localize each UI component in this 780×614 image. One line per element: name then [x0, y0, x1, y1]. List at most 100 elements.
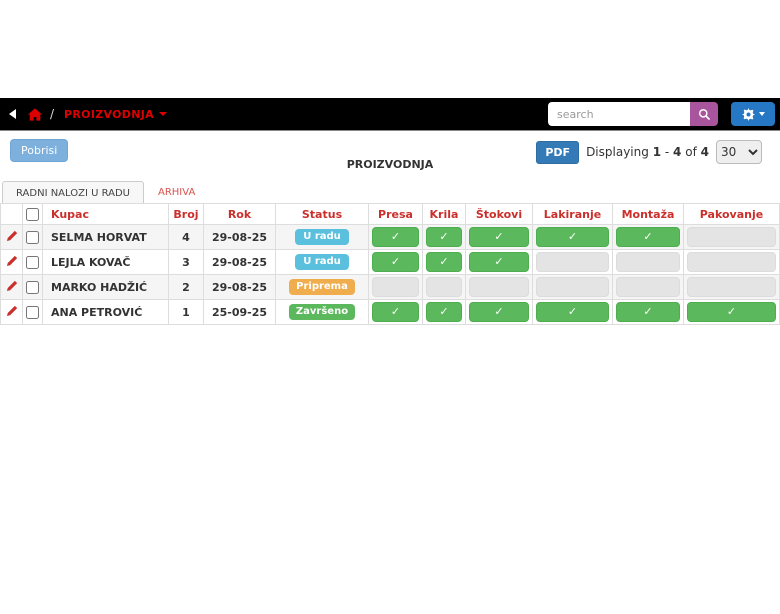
- caret-down-icon: [158, 112, 167, 116]
- settings-dropdown-button[interactable]: [731, 102, 775, 126]
- back-arrow-icon[interactable]: [9, 109, 16, 119]
- stage-toggle-button[interactable]: [372, 277, 419, 297]
- page-size-select[interactable]: 30: [716, 140, 762, 164]
- stage-toggle-button[interactable]: ✓: [616, 227, 680, 247]
- tab-radni-nalozi-u-radu[interactable]: RADNI NALOZI U RADU: [2, 181, 144, 205]
- stage-toggle-button[interactable]: [426, 277, 462, 297]
- stage-toggle-button[interactable]: [687, 252, 776, 272]
- displaying-status: Displaying 1 - 4 of 4: [586, 145, 709, 159]
- stage-cell: ✓: [422, 224, 466, 250]
- search-icon: [698, 108, 710, 120]
- customer-name: LEJLA KOVAČ: [42, 249, 169, 275]
- work-orders-table: Kupac Broj Rok Status Presa Krila Štokov…: [0, 203, 780, 325]
- stage-cell: ✓: [368, 249, 423, 275]
- edit-pencil-icon[interactable]: [6, 230, 18, 242]
- deadline-date: 29-08-25: [203, 224, 276, 250]
- col-lakiranje: Lakiranje: [532, 203, 613, 225]
- status-cell: Završeno: [275, 299, 369, 325]
- stage-cell: ✓: [368, 299, 423, 325]
- row-checkbox[interactable]: [26, 255, 39, 269]
- stage-toggle-button[interactable]: [687, 277, 776, 297]
- stage-toggle-button[interactable]: [469, 277, 529, 297]
- pagination-toolbar: PDF Displaying 1 - 4 of 4 30: [536, 140, 762, 164]
- table-row: SELMA HORVAT 4 29-08-25 U radu ✓ ✓ ✓ ✓ ✓: [0, 224, 780, 250]
- deadline-date: 25-09-25: [203, 299, 276, 325]
- deadline-date: 29-08-25: [203, 249, 276, 275]
- table-header-row: Kupac Broj Rok Status Presa Krila Štokov…: [0, 203, 780, 225]
- stage-toggle-button[interactable]: [687, 227, 776, 247]
- search-button[interactable]: [690, 102, 718, 126]
- stage-toggle-button[interactable]: ✓: [469, 252, 529, 272]
- checkbox-cell: [22, 274, 43, 300]
- stage-toggle-button[interactable]: [536, 277, 609, 297]
- stage-cell: [368, 274, 423, 300]
- edit-column-header: [0, 203, 23, 225]
- table-body: SELMA HORVAT 4 29-08-25 U radu ✓ ✓ ✓ ✓ ✓ LEJLA KO…: [0, 224, 780, 325]
- stage-toggle-button[interactable]: ✓: [536, 302, 609, 322]
- stage-toggle-button[interactable]: ✓: [536, 227, 609, 247]
- status-badge: Priprema: [289, 279, 355, 295]
- stage-cell: ✓: [612, 299, 684, 325]
- table-row: ANA PETROVIĆ 1 25-09-25 Završeno ✓ ✓ ✓ ✓ ✓ ✓: [0, 299, 780, 325]
- col-krila: Krila: [422, 203, 466, 225]
- stage-cell: [532, 249, 613, 275]
- stage-toggle-button[interactable]: ✓: [372, 227, 419, 247]
- stage-cell: ✓: [465, 299, 533, 325]
- pdf-export-button[interactable]: PDF: [536, 140, 580, 164]
- page-title: PROIZVODNJA: [346, 158, 434, 171]
- stage-cell: [683, 274, 780, 300]
- home-icon[interactable]: [28, 107, 42, 121]
- search-input[interactable]: [548, 102, 690, 126]
- col-pakovanje: Pakovanje: [683, 203, 780, 225]
- tab-arhiva[interactable]: ARHIVA: [157, 187, 196, 198]
- stage-cell: [683, 249, 780, 275]
- col-kupac: Kupac: [42, 203, 169, 225]
- edit-cell: [0, 274, 23, 300]
- stage-cell: ✓: [465, 249, 533, 275]
- stage-toggle-button[interactable]: ✓: [469, 302, 529, 322]
- customer-name: ANA PETROVIĆ: [42, 299, 169, 325]
- col-stokovi: Štokovi: [465, 203, 533, 225]
- checkbox-cell: [22, 224, 43, 250]
- stage-toggle-button[interactable]: ✓: [372, 252, 419, 272]
- row-checkbox[interactable]: [26, 305, 39, 319]
- caret-down-icon: [758, 112, 765, 116]
- breadcrumb-separator: /: [50, 107, 55, 121]
- edit-pencil-icon[interactable]: [6, 255, 18, 267]
- stage-cell: [465, 274, 533, 300]
- delete-button[interactable]: Pobrisi: [10, 139, 69, 162]
- breadcrumb-menu-proizvodnja[interactable]: PROIZVODNJA: [64, 108, 167, 121]
- select-all-checkbox[interactable]: [26, 207, 39, 221]
- breadcrumb: / PROIZVODNJA: [0, 107, 167, 121]
- status-cell: Priprema: [275, 274, 369, 300]
- stage-toggle-button[interactable]: ✓: [372, 302, 419, 322]
- row-checkbox[interactable]: [26, 230, 39, 244]
- edit-cell: [0, 224, 23, 250]
- col-montaza: Montaža: [612, 203, 684, 225]
- stage-toggle-button[interactable]: ✓: [426, 252, 462, 272]
- stage-toggle-button[interactable]: [616, 252, 680, 272]
- tab-bar: RADNI NALOZI U RADU ARHIVA: [2, 180, 209, 205]
- status-badge: U radu: [295, 229, 349, 245]
- stage-cell: ✓: [465, 224, 533, 250]
- stage-cell: [683, 224, 780, 250]
- stage-toggle-button[interactable]: ✓: [426, 227, 462, 247]
- order-number: 3: [168, 249, 204, 275]
- stage-toggle-button[interactable]: [616, 277, 680, 297]
- stage-cell: [532, 274, 613, 300]
- stage-cell: ✓: [532, 224, 613, 250]
- edit-pencil-icon[interactable]: [6, 305, 18, 317]
- gear-icon: [741, 107, 755, 121]
- row-checkbox[interactable]: [26, 280, 39, 294]
- status-cell: U radu: [275, 224, 369, 250]
- stage-toggle-button[interactable]: ✓: [687, 302, 776, 322]
- stage-toggle-button[interactable]: ✓: [616, 302, 680, 322]
- customer-name: SELMA HORVAT: [42, 224, 169, 250]
- stage-toggle-button[interactable]: [536, 252, 609, 272]
- stage-toggle-button[interactable]: ✓: [426, 302, 462, 322]
- stage-cell: ✓: [368, 224, 423, 250]
- stage-toggle-button[interactable]: ✓: [469, 227, 529, 247]
- edit-pencil-icon[interactable]: [6, 280, 18, 292]
- order-number: 1: [168, 299, 204, 325]
- customer-name: MARKO HADŽIĆ: [42, 274, 169, 300]
